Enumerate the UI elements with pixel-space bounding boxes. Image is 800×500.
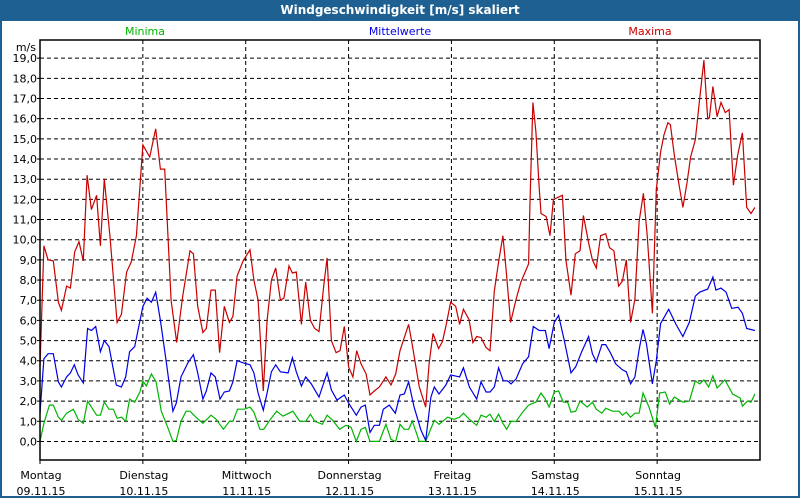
y-tick-label: 14,0 xyxy=(13,153,38,166)
y-tick-label: 4,0 xyxy=(20,355,38,368)
y-tick-label: 2,0 xyxy=(20,395,38,408)
series-line-mittelwerte xyxy=(39,275,756,443)
legend-minima: Minima xyxy=(125,25,165,38)
y-tick-label: 5,0 xyxy=(20,335,38,348)
y-tick-label: 3,0 xyxy=(20,375,38,388)
y-axis: 0,0 1,0 2,0 3,0 4,0 5,0 6,0 7,0 8,0 9,0 10,0 11,0 12… xyxy=(13,52,40,448)
y-tick-label: 13,0 xyxy=(13,173,38,186)
day-date-label: 09.11.15 xyxy=(17,485,66,498)
y-tick-label: 11,0 xyxy=(13,214,38,227)
day-date-label: 11.11.15 xyxy=(222,485,271,498)
y-tick-label: 17,0 xyxy=(13,93,38,106)
y-tick-label: 1,0 xyxy=(20,415,38,428)
grid xyxy=(40,40,760,464)
y-tick-label: 7,0 xyxy=(20,294,38,307)
y-tick-label: 15,0 xyxy=(13,133,38,146)
day-date-label: 12.11.15 xyxy=(325,485,374,498)
day-name-label: Mittwoch xyxy=(222,469,272,482)
day-date-label: 15.11.15 xyxy=(634,485,683,498)
series-line-minima xyxy=(39,372,756,444)
y-tick-label: 8,0 xyxy=(20,274,38,287)
day-date-label: 13.11.15 xyxy=(428,485,477,498)
day-name-label: Donnerstag xyxy=(317,469,381,482)
legend: Minima Mittelwerte Maxima xyxy=(125,25,672,38)
day-name-label: Dienstag xyxy=(119,469,168,482)
y-tick-label: 9,0 xyxy=(20,254,38,267)
legend-maxima: Maxima xyxy=(628,25,671,38)
day-date-label: 14.11.15 xyxy=(531,485,580,498)
y-tick-label: 16,0 xyxy=(13,113,38,126)
y-tick-label: 12,0 xyxy=(13,193,38,206)
day-name-label: Samstag xyxy=(531,469,579,482)
x-axis: Montag 09.11.15 Dienstag 10.11.15 Mittwoch 11… xyxy=(17,460,683,498)
y-axis-label: m/s xyxy=(16,41,36,54)
day-name-label: Montag xyxy=(20,469,61,482)
y-tick-label: 0,0 xyxy=(20,435,38,448)
y-tick-label: 6,0 xyxy=(20,314,38,327)
series-line-maxima xyxy=(39,60,756,408)
series-lines xyxy=(39,60,756,444)
y-tick-label: 18,0 xyxy=(13,72,38,85)
y-tick-label: 19,0 xyxy=(13,52,38,65)
day-name-label: Sonntag xyxy=(635,469,681,482)
day-name-label: Freitag xyxy=(434,469,472,482)
plot-area-border xyxy=(39,39,761,461)
chart-title: Windgeschwindigkeit [m/s] skaliert xyxy=(0,0,800,21)
day-date-label: 10.11.15 xyxy=(119,485,168,498)
y-tick-label: 10,0 xyxy=(13,234,38,247)
legend-mittelwerte: Mittelwerte xyxy=(369,25,432,38)
